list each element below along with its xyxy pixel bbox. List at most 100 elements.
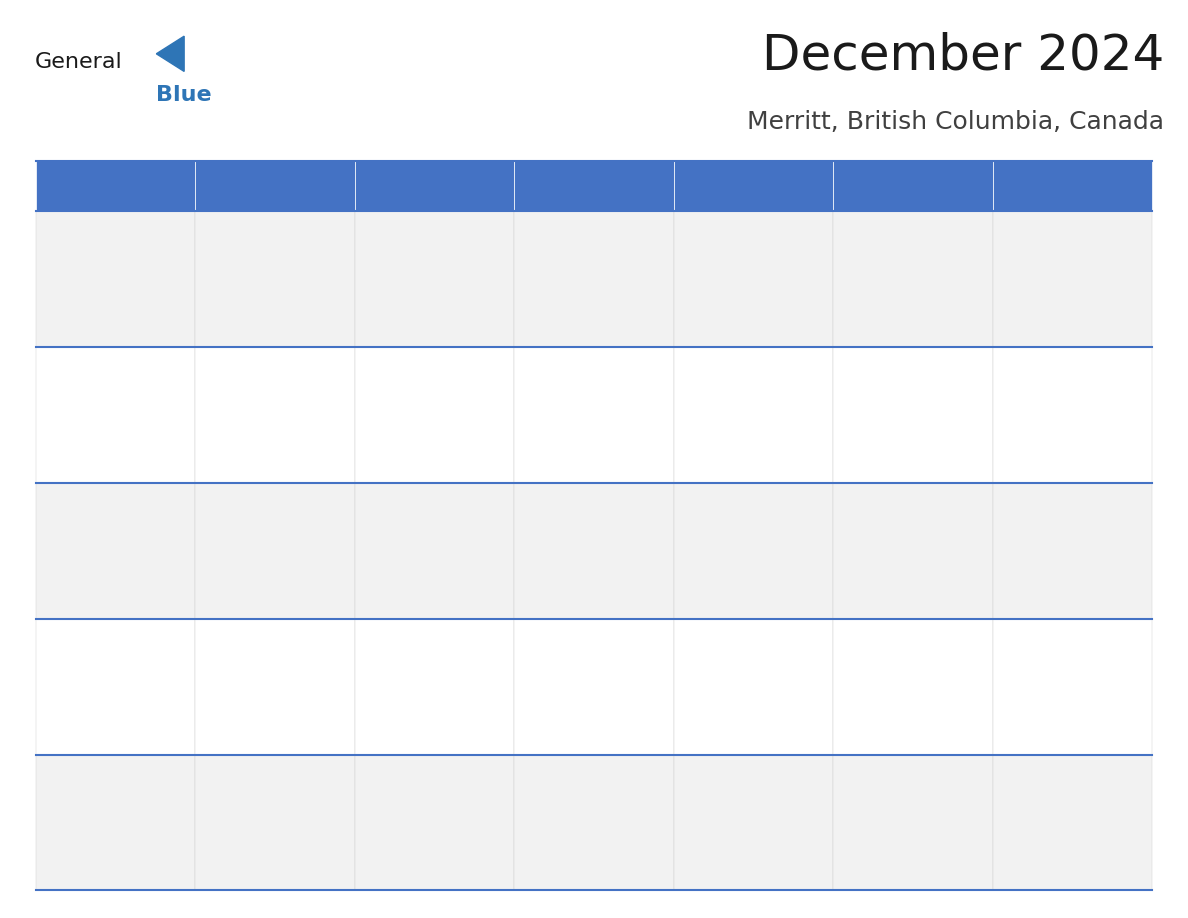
Text: Sunrise: 7:58 AM: Sunrise: 7:58 AM: [685, 523, 785, 537]
Text: and 3 minutes.: and 3 minutes.: [1005, 591, 1093, 605]
Text: Friday: Friday: [845, 179, 906, 197]
Text: Merritt, British Columbia, Canada: Merritt, British Columbia, Canada: [747, 109, 1164, 134]
Text: Sunset: 4:05 PM: Sunset: 4:05 PM: [685, 683, 781, 696]
Text: 8: 8: [48, 364, 59, 381]
Text: Sunset: 4:02 PM: Sunset: 4:02 PM: [367, 275, 462, 288]
Text: and 5 minutes.: and 5 minutes.: [1005, 727, 1093, 741]
Text: Sunset: 4:09 PM: Sunset: 4:09 PM: [207, 819, 303, 832]
Text: Sunset: 4:01 PM: Sunset: 4:01 PM: [367, 547, 462, 560]
Text: Sunrise: 8:00 AM: Sunrise: 8:00 AM: [207, 659, 307, 673]
Text: Sunrise: 7:40 AM: Sunrise: 7:40 AM: [48, 252, 147, 265]
Text: 15: 15: [48, 499, 70, 517]
Text: Sunrise: 8:00 AM: Sunrise: 8:00 AM: [48, 659, 147, 673]
Text: Sunset: 4:05 PM: Sunset: 4:05 PM: [526, 683, 621, 696]
Text: and 23 minutes.: and 23 minutes.: [48, 319, 144, 333]
Text: 14: 14: [1005, 364, 1028, 381]
Text: Daylight: 8 hours: Daylight: 8 hours: [367, 570, 468, 583]
Text: Sunset: 4:02 PM: Sunset: 4:02 PM: [1005, 547, 1100, 560]
Text: 18: 18: [526, 499, 549, 517]
Text: Sunset: 4:03 PM: Sunset: 4:03 PM: [48, 683, 143, 696]
Text: 21: 21: [1005, 499, 1028, 517]
Text: Sunset: 4:06 PM: Sunset: 4:06 PM: [845, 683, 941, 696]
Text: and 4 minutes.: and 4 minutes.: [845, 727, 934, 741]
Text: 22: 22: [48, 635, 70, 653]
Text: Daylight: 8 hours: Daylight: 8 hours: [685, 706, 788, 719]
Text: Sunrise: 7:57 AM: Sunrise: 7:57 AM: [526, 523, 626, 537]
Text: 9: 9: [207, 364, 219, 381]
Text: Daylight: 8 hours: Daylight: 8 hours: [526, 706, 628, 719]
Text: Sunset: 4:00 PM: Sunset: 4:00 PM: [1005, 411, 1100, 424]
Text: Daylight: 8 hours: Daylight: 8 hours: [367, 434, 468, 447]
Text: Sunrise: 7:53 AM: Sunrise: 7:53 AM: [685, 387, 785, 401]
Text: Sunrise: 7:57 AM: Sunrise: 7:57 AM: [367, 523, 467, 537]
Text: Daylight: 8 hours: Daylight: 8 hours: [845, 298, 947, 311]
Text: Sunrise: 8:00 AM: Sunrise: 8:00 AM: [367, 659, 467, 673]
Text: Sunset: 4:03 PM: Sunset: 4:03 PM: [207, 683, 303, 696]
Text: and 4 minutes.: and 4 minutes.: [367, 591, 455, 605]
Text: 1: 1: [48, 228, 59, 245]
Text: and 21 minutes.: and 21 minutes.: [207, 319, 303, 333]
Text: Daylight: 8 hours: Daylight: 8 hours: [367, 842, 468, 855]
Text: Daylight: 8 hours: Daylight: 8 hours: [845, 434, 947, 447]
Text: 30: 30: [207, 771, 230, 789]
Text: Sunrise: 8:02 AM: Sunrise: 8:02 AM: [1005, 659, 1105, 673]
Text: and 13 minutes.: and 13 minutes.: [1005, 319, 1101, 333]
Text: and 18 minutes.: and 18 minutes.: [526, 319, 623, 333]
Text: and 5 minutes.: and 5 minutes.: [1005, 455, 1093, 469]
Text: and 7 minutes.: and 7 minutes.: [685, 455, 775, 469]
Text: Daylight: 8 hours: Daylight: 8 hours: [207, 434, 309, 447]
Text: Sunrise: 7:59 AM: Sunrise: 7:59 AM: [845, 523, 946, 537]
Text: 24: 24: [367, 635, 390, 653]
Text: Daylight: 8 hours: Daylight: 8 hours: [48, 298, 150, 311]
Text: Sunrise: 7:44 AM: Sunrise: 7:44 AM: [526, 252, 626, 265]
Text: 10: 10: [367, 364, 390, 381]
Text: Daylight: 8 hours: Daylight: 8 hours: [845, 706, 947, 719]
Text: Sunset: 4:03 PM: Sunset: 4:03 PM: [207, 275, 303, 288]
Text: 4: 4: [526, 228, 537, 245]
Text: 6: 6: [845, 228, 857, 245]
Text: Daylight: 8 hours: Daylight: 8 hours: [207, 298, 309, 311]
Text: 27: 27: [845, 635, 868, 653]
Text: 16: 16: [207, 499, 230, 517]
Text: and 8 minutes.: and 8 minutes.: [526, 455, 615, 469]
Text: 3: 3: [367, 228, 378, 245]
Text: Sunset: 4:01 PM: Sunset: 4:01 PM: [1005, 275, 1100, 288]
Text: Daylight: 8 hours: Daylight: 8 hours: [48, 434, 150, 447]
Text: Sunset: 4:00 PM: Sunset: 4:00 PM: [526, 411, 621, 424]
Text: Sunset: 4:01 PM: Sunset: 4:01 PM: [48, 411, 143, 424]
Text: 13: 13: [845, 364, 868, 381]
Text: 28: 28: [1005, 635, 1028, 653]
Text: Saturday: Saturday: [1004, 179, 1095, 197]
Text: Daylight: 8 hours: Daylight: 8 hours: [845, 570, 947, 583]
Text: Sunset: 4:00 PM: Sunset: 4:00 PM: [685, 411, 781, 424]
Text: Sunrise: 8:02 AM: Sunrise: 8:02 AM: [367, 795, 467, 809]
Text: 20: 20: [845, 499, 868, 517]
Text: 25: 25: [526, 635, 549, 653]
Text: Sunset: 4:01 PM: Sunset: 4:01 PM: [526, 547, 621, 560]
Text: Sunset: 4:02 PM: Sunset: 4:02 PM: [845, 547, 941, 560]
Text: Sunrise: 7:49 AM: Sunrise: 7:49 AM: [48, 387, 147, 401]
Text: Sunset: 4:03 PM: Sunset: 4:03 PM: [48, 275, 143, 288]
Text: Daylight: 8 hours: Daylight: 8 hours: [1005, 570, 1107, 583]
Text: Daylight: 8 hours: Daylight: 8 hours: [526, 570, 628, 583]
Text: Sunrise: 8:01 AM: Sunrise: 8:01 AM: [845, 659, 946, 673]
Text: Daylight: 8 hours: Daylight: 8 hours: [685, 570, 788, 583]
Text: Sunset: 4:08 PM: Sunset: 4:08 PM: [48, 819, 143, 832]
Text: and 4 minutes.: and 4 minutes.: [685, 727, 775, 741]
Text: Sunrise: 7:52 AM: Sunrise: 7:52 AM: [526, 387, 626, 401]
Text: Daylight: 8 hours: Daylight: 8 hours: [526, 298, 628, 311]
Text: Daylight: 8 hours: Daylight: 8 hours: [207, 842, 309, 855]
Text: 11: 11: [526, 364, 549, 381]
Text: and 19 minutes.: and 19 minutes.: [367, 319, 463, 333]
Text: 29: 29: [48, 771, 70, 789]
Text: Sunset: 4:00 PM: Sunset: 4:00 PM: [48, 547, 143, 560]
Text: 26: 26: [685, 635, 708, 653]
Text: Thursday: Thursday: [685, 179, 779, 197]
Text: Daylight: 8 hours: Daylight: 8 hours: [367, 298, 468, 311]
Text: Wednesday: Wednesday: [525, 179, 642, 197]
Text: Daylight: 8 hours: Daylight: 8 hours: [48, 570, 150, 583]
Text: and 6 minutes.: and 6 minutes.: [207, 863, 296, 877]
Text: and 3 minutes.: and 3 minutes.: [845, 591, 934, 605]
Text: Daylight: 8 hours: Daylight: 8 hours: [685, 434, 788, 447]
Text: 2: 2: [207, 228, 219, 245]
